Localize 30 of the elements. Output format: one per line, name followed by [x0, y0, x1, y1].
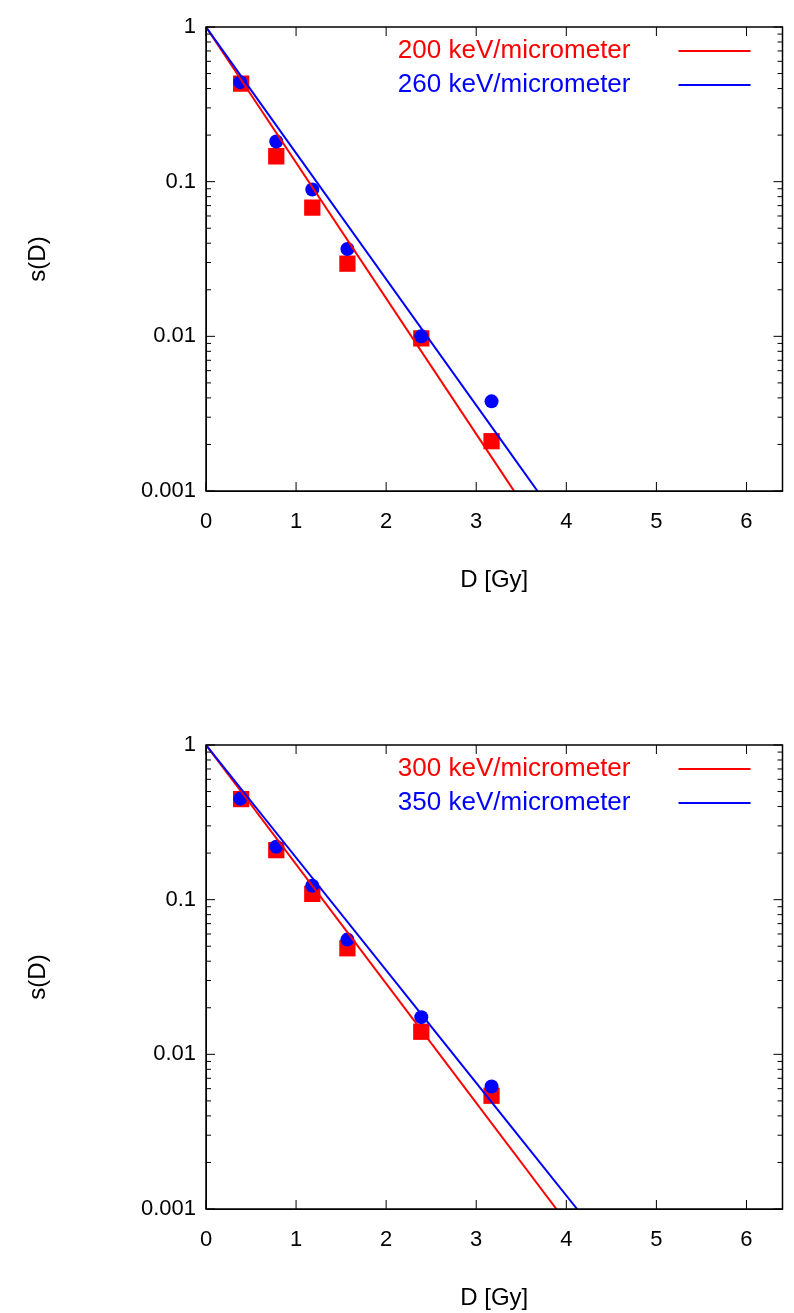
x-tick-label: 4 — [560, 1226, 573, 1252]
text: 300 keV/micrometer — [397, 752, 631, 783]
y-tick-label: 0.001 — [140, 1195, 196, 1221]
y-axis-title: s(D) — [23, 954, 51, 1000]
y-tick-label: 1 — [183, 731, 196, 757]
y-tick-label: 1 — [183, 13, 196, 39]
x-tick-label: 4 — [560, 508, 573, 534]
x-tick-label: 1 — [289, 1226, 303, 1252]
y-tick-label: 0.01 — [153, 1040, 196, 1066]
x-tick-label: 6 — [740, 508, 753, 534]
x-axis-title: D [Gy] — [460, 1283, 529, 1311]
y-tick-label: 0.1 — [165, 885, 196, 911]
x-axis-title: D [Gy] — [460, 565, 529, 593]
y-axis-title: s(D) — [23, 236, 51, 282]
x-tick-label: 0 — [199, 508, 213, 534]
x-tick-label: 1 — [289, 508, 303, 534]
x-tick-label: 2 — [380, 508, 393, 534]
x-tick-label: 3 — [470, 1226, 483, 1252]
legend-label: 260 keV/micrometer — [397, 68, 631, 99]
x-tick-label: 3 — [470, 508, 483, 534]
y-tick-label: 0.001 — [140, 477, 196, 503]
x-tick-label: 0 — [199, 1226, 213, 1252]
text: 200 keV/micrometer — [397, 34, 631, 65]
x-tick-label: 2 — [380, 1226, 393, 1252]
x-tick-label: 5 — [650, 1226, 663, 1252]
x-tick-label: 5 — [650, 508, 663, 534]
legend-label: 350 keV/micrometer — [397, 786, 631, 817]
y-tick-label: 0.01 — [153, 322, 196, 348]
y-tick-label: 0.1 — [165, 167, 196, 193]
x-tick-label: 6 — [740, 1226, 753, 1252]
